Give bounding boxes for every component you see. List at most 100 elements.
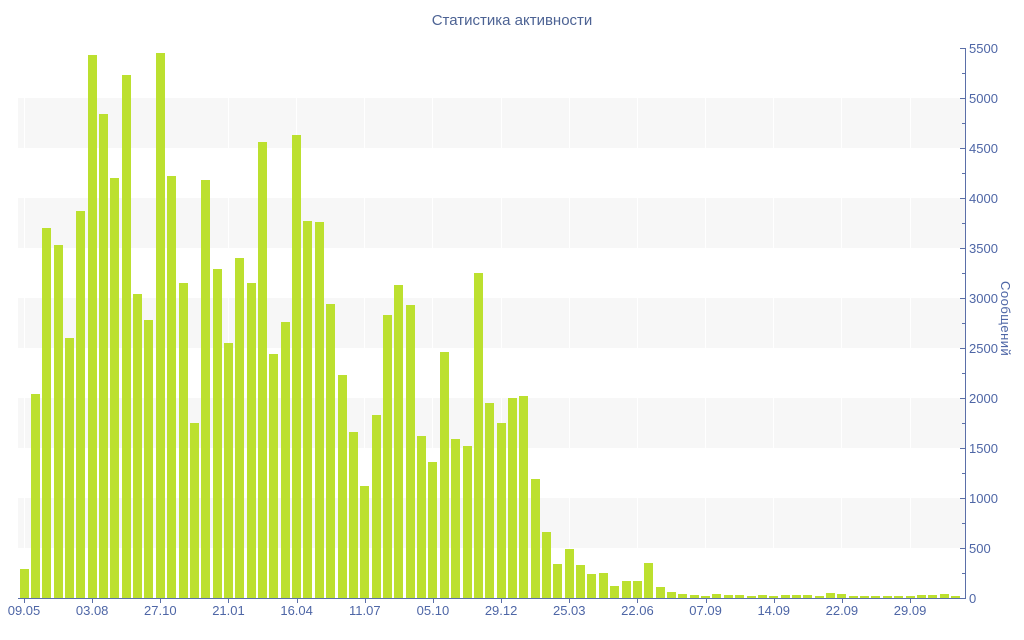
bar[interactable] [417, 436, 427, 598]
y-minor-tick [962, 223, 965, 224]
bar[interactable] [394, 285, 404, 598]
bar[interactable] [632, 581, 642, 598]
bar[interactable] [837, 593, 847, 598]
bar[interactable] [951, 596, 960, 598]
bar[interactable] [110, 178, 120, 598]
y-minor-tick [962, 423, 965, 424]
bar[interactable] [144, 320, 154, 598]
bar[interactable] [598, 573, 608, 598]
bar[interactable] [848, 595, 858, 598]
bar[interactable] [235, 258, 245, 598]
bar[interactable] [201, 180, 211, 598]
bar[interactable] [553, 564, 563, 598]
y-minor-tick [962, 323, 965, 324]
bar[interactable] [564, 549, 574, 598]
y-tick-label: 2500 [969, 341, 998, 356]
bar[interactable] [360, 486, 370, 598]
bar[interactable] [76, 211, 86, 598]
bar[interactable] [428, 462, 438, 598]
bar[interactable] [64, 338, 74, 598]
bar[interactable] [757, 595, 767, 598]
bar[interactable] [723, 595, 733, 598]
bar[interactable] [405, 305, 415, 598]
bar[interactable] [451, 439, 461, 598]
bar[interactable] [655, 587, 665, 598]
bar[interactable] [42, 228, 52, 598]
bar[interactable] [314, 222, 324, 598]
bar[interactable] [860, 595, 870, 598]
bar[interactable] [337, 375, 347, 598]
bar[interactable] [155, 53, 165, 598]
bar[interactable] [735, 594, 745, 598]
bar[interactable] [871, 596, 881, 598]
bar[interactable] [621, 581, 631, 598]
bar[interactable] [701, 596, 711, 598]
y-major-tick [960, 298, 965, 299]
bar[interactable] [894, 595, 904, 598]
x-tick-label: 22.09 [825, 603, 859, 618]
bar[interactable] [303, 221, 313, 598]
y-minor-tick [962, 523, 965, 524]
bar[interactable] [53, 245, 63, 598]
bar[interactable] [223, 343, 233, 598]
bar[interactable] [826, 592, 836, 598]
bar[interactable] [348, 432, 358, 598]
bar[interactable] [530, 479, 540, 598]
bar[interactable] [769, 595, 779, 598]
chart-title: Статистика активности [431, 12, 593, 29]
bar[interactable] [882, 595, 892, 598]
bar[interactable] [678, 594, 688, 598]
bar[interactable] [519, 396, 529, 598]
bar[interactable] [746, 595, 756, 598]
y-major-tick [960, 98, 965, 99]
bar[interactable] [87, 55, 97, 598]
vertical-gridline [227, 48, 229, 598]
bar[interactable] [462, 446, 472, 598]
bar[interactable] [19, 569, 29, 598]
bar[interactable] [916, 594, 926, 598]
bar[interactable] [189, 423, 199, 598]
bar[interactable] [791, 595, 801, 598]
x-tick [841, 599, 843, 603]
bar[interactable] [507, 398, 517, 598]
bar[interactable] [371, 415, 381, 598]
bar[interactable] [292, 135, 302, 598]
bar[interactable] [610, 586, 620, 598]
bar[interactable] [485, 403, 495, 598]
bar[interactable] [212, 269, 222, 598]
bar[interactable] [246, 283, 256, 598]
bar[interactable] [496, 423, 506, 598]
bar[interactable] [280, 322, 290, 598]
bar[interactable] [939, 593, 949, 598]
bar[interactable] [576, 565, 586, 598]
bar[interactable] [99, 114, 109, 598]
bar[interactable] [30, 394, 40, 598]
bar[interactable] [326, 304, 336, 598]
x-tick [228, 599, 230, 603]
y-minor-tick [962, 373, 965, 374]
bar[interactable] [269, 354, 279, 598]
bar[interactable] [689, 595, 699, 598]
x-tick-label: 21.01 [212, 603, 245, 618]
bar[interactable] [644, 563, 654, 598]
x-tick [910, 599, 912, 603]
bar[interactable] [121, 75, 131, 598]
bar[interactable] [667, 592, 676, 598]
bar[interactable] [133, 294, 143, 598]
y-tick-label: 5000 [969, 91, 998, 106]
bar[interactable] [905, 596, 915, 598]
bar[interactable] [178, 283, 188, 598]
y-major-tick [960, 248, 965, 249]
bar[interactable] [803, 594, 813, 598]
bar[interactable] [587, 574, 597, 598]
bar[interactable] [167, 176, 177, 598]
bar[interactable] [814, 595, 824, 598]
bar[interactable] [780, 594, 790, 598]
bar[interactable] [439, 352, 449, 598]
bar[interactable] [928, 594, 938, 598]
bar[interactable] [712, 593, 722, 598]
bar[interactable] [542, 532, 552, 598]
bar[interactable] [258, 142, 268, 598]
bar[interactable] [383, 315, 392, 598]
bar[interactable] [473, 273, 483, 598]
